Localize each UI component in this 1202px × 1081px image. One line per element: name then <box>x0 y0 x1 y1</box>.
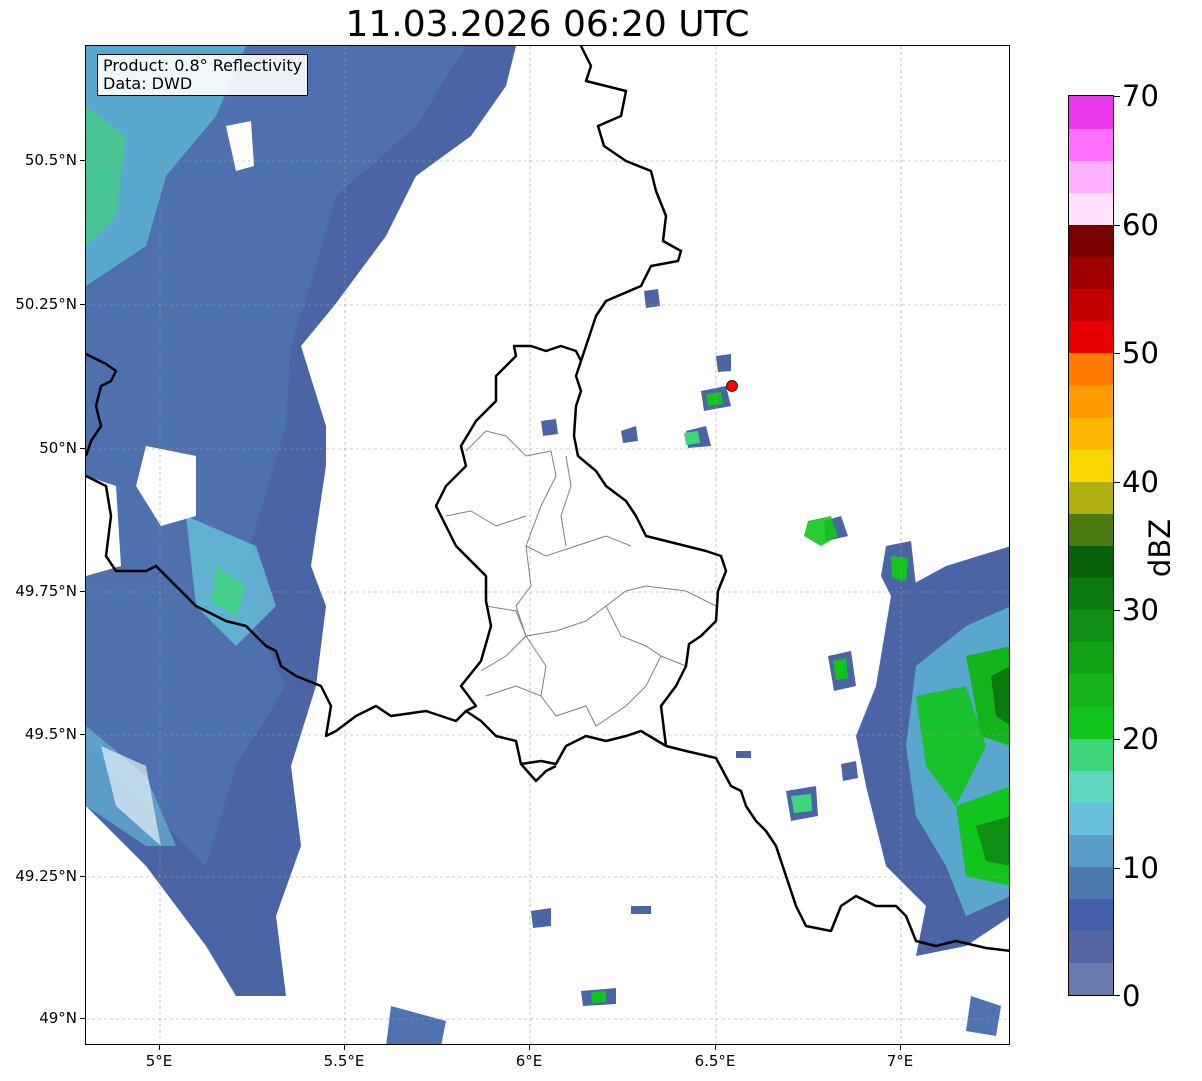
colorbar-segment <box>1069 898 1113 932</box>
colorbar-segment <box>1069 738 1113 771</box>
colorbar-label: 60 <box>1122 208 1159 242</box>
radar-echoes-east <box>531 289 1009 1006</box>
colorbar-segment <box>1069 706 1113 739</box>
radar-echoes-west <box>86 46 1001 1044</box>
colorbar-segment <box>1069 417 1113 450</box>
map-title: 11.03.2026 06:20 UTC <box>345 4 750 45</box>
colorbar-label: 30 <box>1122 593 1159 627</box>
lat-tick-mark <box>80 448 85 449</box>
colorbar-tick <box>1114 610 1120 611</box>
lat-tick-label: 50.25°N <box>15 295 77 313</box>
colorbar-segment <box>1069 577 1113 611</box>
colorbar-segment <box>1069 866 1113 900</box>
country-borders <box>86 46 1009 953</box>
radar-site-marker[interactable] <box>726 380 738 392</box>
lat-tick-label: 50°N <box>39 439 77 457</box>
lat-tick-mark <box>80 160 85 161</box>
radar-map[interactable] <box>85 45 1010 1045</box>
colorbar-segment <box>1069 224 1113 258</box>
map-canvas <box>86 46 1009 1044</box>
colorbar-segment <box>1069 641 1113 675</box>
lat-tick-mark <box>80 734 85 735</box>
gridlines <box>86 46 1009 1044</box>
colorbar-segment <box>1069 96 1113 129</box>
lat-tick-label: 49.5°N <box>24 725 77 743</box>
colorbar-segment <box>1069 288 1113 322</box>
colorbar-segment <box>1069 513 1113 546</box>
lon-tick-mark <box>159 1045 160 1050</box>
info-box: Product: 0.8° Reflectivity Data: DWD <box>97 54 309 96</box>
lon-tick-mark <box>529 1045 530 1050</box>
lon-tick-label: 7°E <box>886 1052 914 1070</box>
colorbar-segment <box>1069 609 1113 643</box>
colorbar-segment <box>1069 384 1113 418</box>
colorbar-tick <box>1114 96 1120 97</box>
colorbar-segment <box>1069 834 1113 868</box>
colorbar-segment <box>1069 770 1113 803</box>
colorbar-segment <box>1069 192 1113 225</box>
lon-tick-mark <box>900 1045 901 1050</box>
colorbar-tick <box>1114 225 1120 226</box>
colorbar <box>1068 95 1114 996</box>
colorbar-segment <box>1069 802 1113 835</box>
colorbar-label: 0 <box>1122 979 1141 1013</box>
colorbar-label: 40 <box>1122 465 1159 499</box>
colorbar-tick <box>1114 482 1120 483</box>
lon-tick-mark <box>715 1045 716 1050</box>
colorbar-tick <box>1114 868 1120 869</box>
colorbar-segment <box>1069 160 1113 193</box>
colorbar-label: 50 <box>1122 336 1159 370</box>
colorbar-label: 20 <box>1122 722 1159 756</box>
colorbar-segment <box>1069 962 1113 996</box>
colorbar-segment <box>1069 320 1113 354</box>
lat-tick-mark <box>80 876 85 877</box>
colorbar-segment <box>1069 128 1113 161</box>
colorbar-segment <box>1069 545 1113 579</box>
lat-tick-label: 49.25°N <box>15 867 77 885</box>
colorbar-segment <box>1069 481 1113 514</box>
lon-tick-label: 5.5°E <box>323 1052 365 1070</box>
lat-tick-label: 50.5°N <box>24 151 77 169</box>
colorbar-segment <box>1069 673 1113 707</box>
colorbar-segment <box>1069 352 1113 386</box>
colorbar-segment <box>1069 256 1113 290</box>
info-source: Data: DWD <box>103 74 193 93</box>
info-product: Product: 0.8° Reflectivity <box>103 56 303 75</box>
lon-tick-label: 6°E <box>515 1052 543 1070</box>
colorbar-tick <box>1114 353 1120 354</box>
colorbar-label: 10 <box>1122 851 1159 885</box>
lat-tick-mark <box>80 1018 85 1019</box>
lat-tick-mark <box>80 591 85 592</box>
lon-tick-label: 6.5°E <box>694 1052 736 1070</box>
colorbar-segment <box>1069 930 1113 964</box>
lon-tick-mark <box>344 1045 345 1050</box>
lat-tick-mark <box>80 304 85 305</box>
district-borders <box>445 430 717 727</box>
lat-tick-label: 49°N <box>39 1009 77 1027</box>
colorbar-segment <box>1069 449 1113 482</box>
lon-tick-label: 5°E <box>145 1052 173 1070</box>
colorbar-unit-label: dBZ <box>1143 518 1177 578</box>
colorbar-tick <box>1114 995 1120 996</box>
colorbar-tick <box>1114 739 1120 740</box>
lat-tick-label: 49.75°N <box>15 582 77 600</box>
colorbar-label: 70 <box>1122 79 1159 113</box>
